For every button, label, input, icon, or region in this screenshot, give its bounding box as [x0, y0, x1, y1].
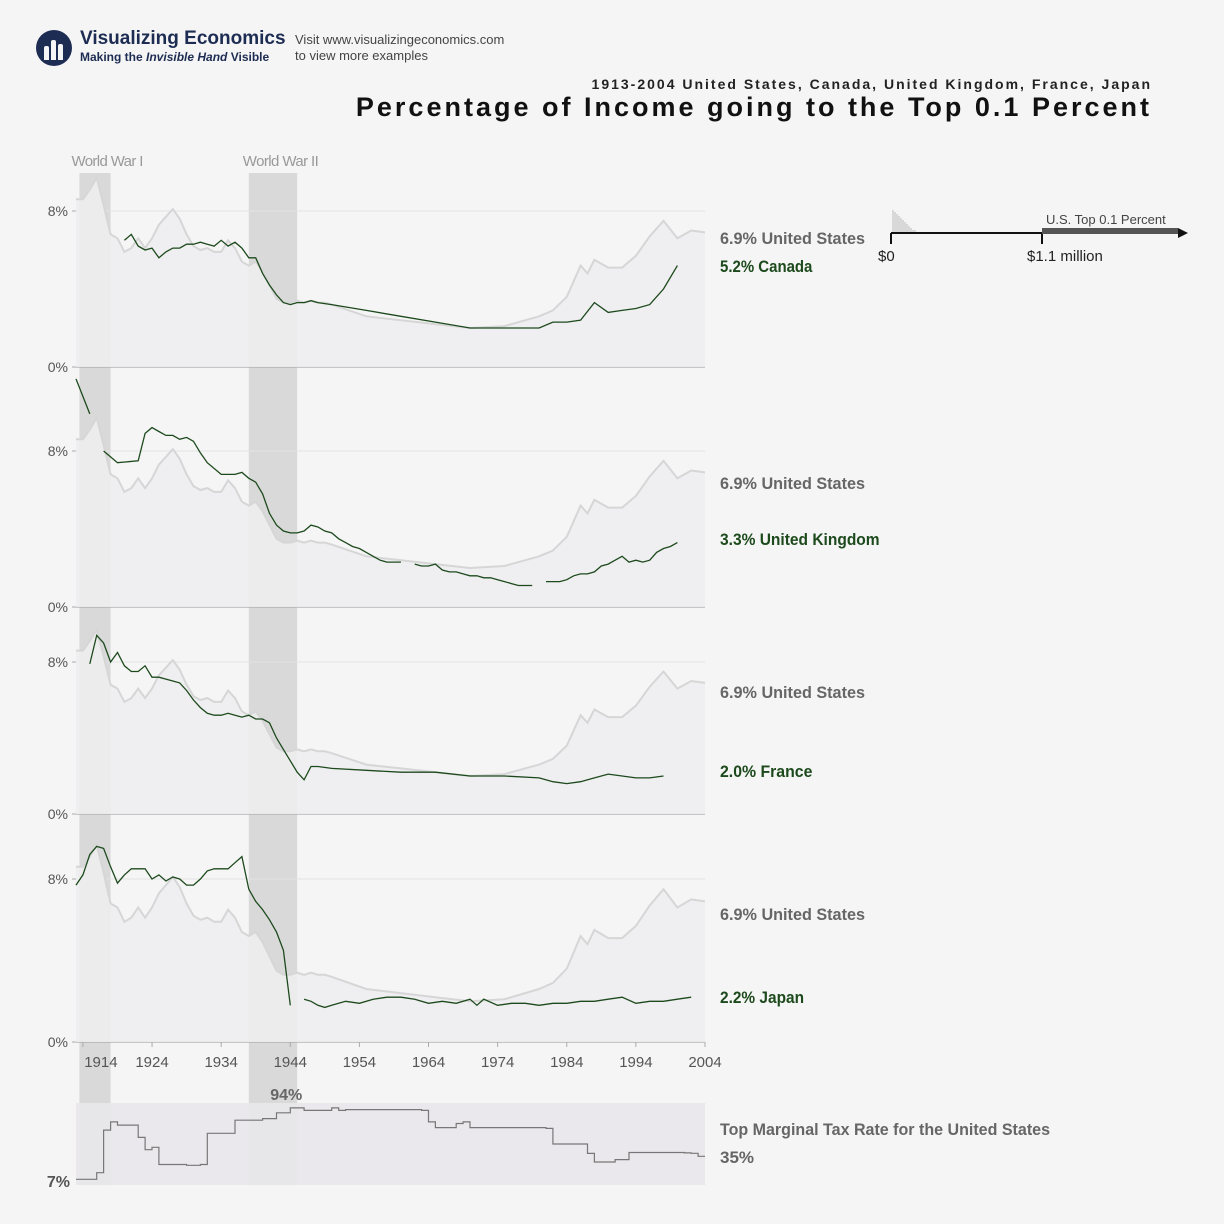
- y-tick-label: 0%: [48, 599, 68, 615]
- scale-label: U.S. Top 0.1 Percent: [1046, 212, 1166, 227]
- tax-panel: 94% 7% Top Marginal Tax Rate for the Unite…: [47, 1087, 1050, 1191]
- tax-min-label: 7%: [47, 1174, 70, 1191]
- tax-background: [76, 1103, 705, 1185]
- x-tick-label: 1964: [412, 1054, 445, 1071]
- tax-title: Top Marginal Tax Rate for the United Sta…: [720, 1120, 1050, 1139]
- y-tick-label: 0%: [48, 806, 68, 822]
- us-line: [76, 415, 706, 570]
- country-line: [414, 563, 533, 587]
- country-line: [123, 233, 678, 329]
- x-tick-label: 1954: [343, 1054, 376, 1071]
- scale-right-label: $1.1 million: [1027, 248, 1103, 265]
- y-tick-label: 8%: [48, 203, 68, 219]
- logo-icon: [36, 30, 72, 66]
- tax-end-label: 35%: [720, 1148, 754, 1167]
- x-tick-label: 1934: [204, 1054, 237, 1071]
- war-label: World War II: [243, 153, 319, 170]
- panel-4: 8% 0% 6.9% United States 2.2% Japan: [48, 841, 865, 1050]
- x-tick-label: 1944: [274, 1054, 307, 1071]
- us-area: [76, 844, 705, 1042]
- country-line: [103, 426, 401, 563]
- scale-left-label: $0: [878, 248, 895, 265]
- x-tick-label: 1984: [550, 1054, 583, 1071]
- x-tick-label: 2004: [688, 1054, 721, 1071]
- us-series-label: 6.9% United States: [720, 905, 865, 924]
- chart-title: Percentage of Income going to the Top 0.…: [355, 92, 1152, 122]
- legend-scale: U.S. Top 0.1 Percent $0 $1.1 million: [878, 210, 1188, 265]
- scale-top-bar: [1042, 228, 1178, 234]
- y-tick-label: 8%: [48, 443, 68, 459]
- us-area: [76, 177, 705, 367]
- panel-2: 8% 0% 6.9% United States 3.3% United Kingdo…: [48, 378, 880, 615]
- x-tick-label: 1924: [135, 1054, 168, 1071]
- country-series-label: 2.2% Japan: [720, 988, 804, 1007]
- y-tick-label: 8%: [48, 654, 68, 670]
- us-line: [76, 627, 706, 778]
- war-label: World War I: [71, 153, 143, 170]
- country-line: [89, 634, 664, 785]
- visit-line[interactable]: Visit www.visualizingeconomics.com: [295, 32, 505, 47]
- country-line: [546, 542, 678, 583]
- country-line: [75, 378, 91, 415]
- us-area: [76, 417, 705, 607]
- brand-tagline: Making the Invisible Hand Visible: [80, 50, 270, 64]
- brand-name: Visualizing Economics: [80, 28, 286, 49]
- panel-3: 8% 0% 6.9% United States 2.0% France: [48, 627, 865, 822]
- country-series-label: 5.2% Canada: [720, 257, 813, 276]
- country-series-label: 2.0% France: [720, 762, 812, 781]
- y-tick-label: 0%: [48, 359, 68, 375]
- us-series-label: 6.9% United States: [720, 683, 865, 702]
- y-tick-label: 0%: [48, 1034, 68, 1050]
- us-area: [76, 629, 705, 814]
- x-tick-label: 1914: [84, 1054, 117, 1071]
- visit-note: Visit www.visualizingeconomics.com to vi…: [295, 32, 504, 64]
- country-series-label: 3.3% United Kingdom: [720, 530, 880, 549]
- us-line: [76, 841, 706, 1003]
- tax-line: [76, 1107, 705, 1180]
- brand: Visualizing Economics Making the Invisib…: [36, 28, 556, 68]
- scale-arrow-icon: [1178, 228, 1188, 238]
- tax-peak-label: 94%: [270, 1087, 302, 1104]
- x-tick-label: 1974: [481, 1054, 514, 1071]
- panel-1: 8% 0% 6.9% United States 5.2% Canada: [48, 175, 865, 375]
- us-series-label: 6.9% United States: [720, 474, 865, 493]
- x-tick-label: 1994: [619, 1054, 652, 1071]
- country-line: [303, 996, 692, 1009]
- us-series-label: 6.9% United States: [720, 229, 865, 248]
- country-line: [75, 845, 291, 1006]
- y-tick-label: 8%: [48, 871, 68, 887]
- chart-subtitle: 1913-2004 United States, Canada, United …: [591, 76, 1152, 92]
- visit-line-2: to view more examples: [295, 48, 428, 63]
